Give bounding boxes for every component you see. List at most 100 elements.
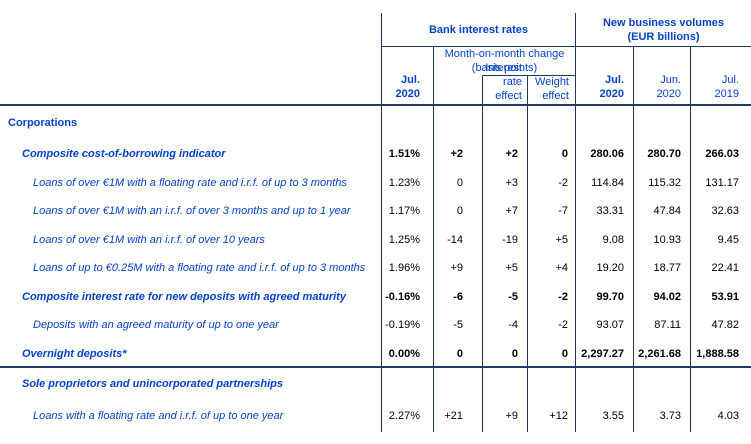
header-v1-line1: Jul.: [605, 74, 624, 86]
cell-interest-rate-effect: -5: [482, 282, 527, 311]
cell-volume-jul-2019: 1,888.58: [690, 339, 751, 368]
cell-mom-change: [433, 106, 482, 140]
cell-rate: [381, 106, 433, 140]
cell-volume-jun-2020: 18.77: [633, 254, 690, 283]
cell-volume-jul-2019: 266.03: [690, 140, 751, 169]
cell-volume-jul-2019: [690, 368, 751, 400]
section-divider-rule: [0, 366, 751, 368]
row-label-overnight-deposits: Overnight deposits*: [22, 347, 127, 360]
cell-interest-rate-effect: +7: [482, 197, 527, 226]
cell-volume-jul-2020: 3.55: [575, 400, 633, 432]
cell-mom-change: [433, 368, 482, 400]
row-label-corporations: Corporations: [8, 117, 78, 129]
cell-rate: 1.51%: [381, 140, 433, 169]
header-bottom-rule: [0, 104, 751, 106]
header-v1-line2: 2020: [599, 88, 624, 100]
cell-volume-jun-2020: [633, 106, 690, 140]
row-label-loans-over-1m-floating: Loans of over €1M with a floating rate a…: [33, 176, 347, 189]
header-volumes-line1: New business volumes: [602, 16, 725, 29]
cell-weight-effect: -2: [527, 282, 575, 311]
cell-mom-change: -14: [433, 225, 482, 254]
cell-weight-effect: 0: [527, 339, 575, 368]
header-col-volume-jun-2020: Jun. 2020: [633, 47, 690, 106]
cell-rate: 1.17%: [381, 197, 433, 226]
cell-weight-effect: -7: [527, 197, 575, 226]
cell-weight-effect: [527, 106, 575, 140]
cell-interest-rate-effect: +9: [482, 400, 527, 432]
cell-rate: -0.19%: [381, 311, 433, 340]
row-label-composite-deposit-rate: Composite interest rate for new deposits…: [22, 290, 346, 303]
cell-volume-jun-2020: 87.11: [633, 311, 690, 340]
cell-volume-jun-2020: 2,261.68: [633, 339, 690, 368]
cell-volume-jul-2019: 4.03: [690, 400, 751, 432]
cell-weight-effect: +12: [527, 400, 575, 432]
cell-volume-jul-2019: 32.63: [690, 197, 751, 226]
cell-rate: 1.23%: [381, 168, 433, 197]
cell-weight-effect: [527, 368, 575, 400]
row-label-loans-over-1m-irf-3m-1y: Loans of over €1M with an i.r.f. of over…: [33, 205, 351, 218]
cell-interest-rate-effect: -4: [482, 311, 527, 340]
cell-volume-jul-2020: [575, 368, 633, 400]
cell-volume-jul-2019: 22.41: [690, 254, 751, 283]
header-group-bank-interest-rates-text: Bank interest rates: [428, 23, 529, 36]
cell-volume-jun-2020: 94.02: [633, 282, 690, 311]
cell-volume-jul-2020: 19.20: [575, 254, 633, 283]
cell-interest-rate-effect: [482, 368, 527, 400]
header-col-volume-jul-2019: Jul. 2019: [690, 47, 751, 106]
cell-volume-jun-2020: 280.70: [633, 140, 690, 169]
cell-volume-jul-2020: 114.84: [575, 168, 633, 197]
cell-volume-jul-2019: 9.45: [690, 225, 751, 254]
cell-volume-jul-2020: 93.07: [575, 311, 633, 340]
cell-rate: 1.25%: [381, 225, 433, 254]
header-mom-line2: (basis points): [471, 62, 538, 74]
header-group-bank-interest-rates: Bank interest rates: [381, 13, 575, 47]
header-ire-line2: rate effect: [495, 76, 522, 102]
cell-weight-effect: +5: [527, 225, 575, 254]
cell-weight-effect: -2: [527, 311, 575, 340]
cell-rate: 1.96%: [381, 254, 433, 283]
header-rate-period-line2: 2020: [395, 88, 420, 100]
cell-volume-jul-2020: 99.70: [575, 282, 633, 311]
row-label-loans-floating-up-to-1y: Loans with a floating rate and i.r.f. of…: [33, 410, 284, 422]
header-mom-change-value-cell: [433, 75, 482, 106]
cell-weight-effect: +4: [527, 254, 575, 283]
cell-volume-jul-2020: 2,297.27: [575, 339, 633, 368]
cell-volume-jul-2019: [690, 106, 751, 140]
header-col-weight-effect: Weight effect: [527, 75, 575, 106]
header-col-interest-rate-effect: Interest rate effect: [482, 62, 527, 106]
cell-mom-change: +9: [433, 254, 482, 283]
header-rate-period-line1: Jul.: [401, 74, 420, 86]
header-col-rate-jul-2020: Jul. 2020: [381, 47, 433, 106]
cell-volume-jun-2020: 10.93: [633, 225, 690, 254]
cell-rate: 0.00%: [381, 339, 433, 368]
cell-volume-jul-2019: 53.91: [690, 282, 751, 311]
cell-volume-jun-2020: 3.73: [633, 400, 690, 432]
cell-rate: -0.16%: [381, 282, 433, 311]
header-we-line2: effect: [542, 90, 569, 102]
cell-mom-change: 0: [433, 168, 482, 197]
cell-interest-rate-effect: +5: [482, 254, 527, 283]
cell-volume-jul-2019: 131.17: [690, 168, 751, 197]
cell-rate: 2.27%: [381, 400, 433, 432]
cell-mom-change: 0: [433, 197, 482, 226]
header-we-line1: Weight: [534, 76, 569, 88]
row-label-composite-cost-of-borrowing: Composite cost-of-borrowing indicator: [22, 148, 226, 161]
cell-volume-jul-2019: 47.82: [690, 311, 751, 340]
cell-mom-change: -6: [433, 282, 482, 311]
cell-mom-change: +21: [433, 400, 482, 432]
header-v3-line2: 2019: [714, 88, 739, 100]
cell-weight-effect: 0: [527, 140, 575, 169]
header-v2-line1: Jun.: [660, 74, 681, 86]
cell-mom-change: -5: [433, 311, 482, 340]
row-label-sole-proprietors: Sole proprietors and unincorporated part…: [22, 378, 283, 390]
header-month-on-month-change: Month-on-month change (basis points): [433, 47, 575, 75]
row-label-deposits-agreed-maturity-1y: Deposits with an agreed maturity of up t…: [33, 319, 279, 332]
cell-interest-rate-effect: +2: [482, 140, 527, 169]
cell-mom-change: +2: [433, 140, 482, 169]
header-mom-line1: Month-on-month change: [444, 48, 565, 60]
cell-volume-jul-2020: [575, 106, 633, 140]
cell-rate: [381, 368, 433, 400]
row-label-loans-up-to-025m-floating: Loans of up to €0.25M with a floating ra…: [33, 262, 366, 275]
row-label-loans-over-1m-irf-over-10y: Loans of over €1M with an i.r.f. of over…: [33, 233, 265, 246]
